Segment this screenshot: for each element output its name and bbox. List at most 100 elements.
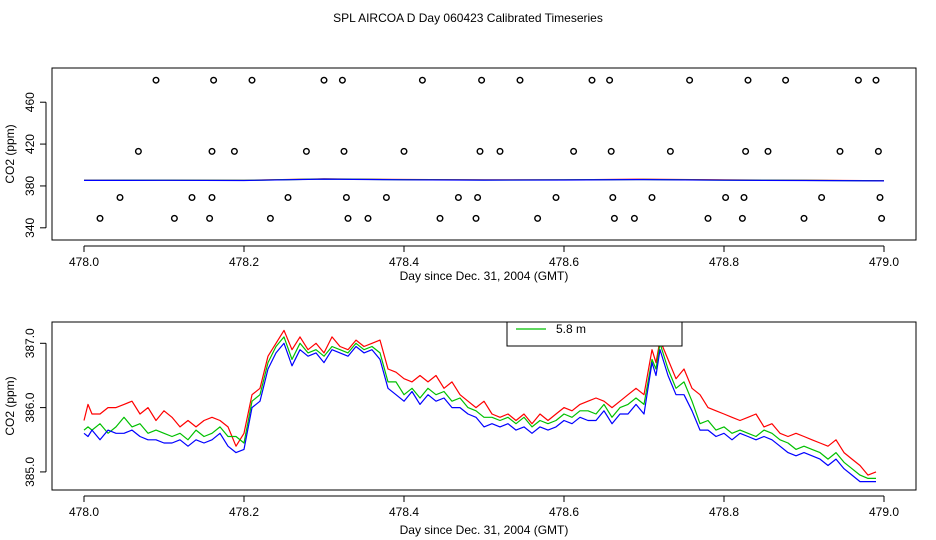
scatter-point	[230, 147, 238, 155]
scatter-point	[266, 214, 274, 222]
scatter-point	[478, 76, 486, 84]
scatter-point	[818, 193, 826, 201]
scatter-point	[878, 214, 886, 222]
scatter-point	[208, 147, 216, 155]
scatter-point	[472, 214, 480, 222]
scatter-point	[454, 193, 462, 201]
top-x-tick-label: 478.4	[389, 255, 419, 269]
bottom-x-axis-label: Day since Dec. 31, 2004 (GMT)	[400, 523, 569, 537]
bottom-y-tick-label: 387.0	[23, 328, 37, 358]
scatter-point	[302, 147, 310, 155]
scatter-point	[344, 214, 352, 222]
scatter-point	[340, 147, 348, 155]
top-x-tick-label: 478.2	[229, 255, 259, 269]
bottom-y-tick-label: 386.0	[23, 392, 37, 422]
bottom-series-red-line	[83, 329, 877, 476]
scatter-point	[607, 147, 615, 155]
legend-label: 5.8 m	[556, 322, 586, 336]
scatter-point	[722, 193, 730, 201]
top-y-tick-label: 340	[23, 217, 37, 237]
bottom-x-axis: 478.0 478.2 478.4 478.6 478.8 479.0	[69, 495, 899, 519]
bottom-plot-frame	[51, 321, 917, 491]
bottom-series-green-line	[83, 336, 876, 479]
scatter-point	[854, 76, 862, 84]
bottom-series-lines	[83, 329, 877, 483]
scatter-point	[836, 147, 844, 155]
scatter-point	[476, 147, 484, 155]
scatter-point	[248, 76, 256, 84]
scatter-point	[474, 193, 482, 201]
top-x-tick-label: 479.0	[869, 255, 899, 269]
top-series-blue-line	[83, 178, 885, 182]
scatter-point	[552, 193, 560, 201]
scatter-point	[210, 76, 218, 84]
scatter-point	[116, 193, 124, 201]
scatter-point	[134, 147, 142, 155]
top-scatter-points	[96, 76, 886, 222]
top-plot-frame	[51, 67, 917, 241]
scatter-point	[742, 147, 750, 155]
bottom-x-tick-label: 478.8	[709, 505, 739, 519]
top-x-tick-label: 478.0	[69, 255, 99, 269]
scatter-point	[738, 214, 746, 222]
top-y-axis-label: CO2 (ppm)	[3, 124, 17, 183]
scatter-point	[436, 214, 444, 222]
scatter-point	[400, 147, 408, 155]
bottom-y-tick-label: 385.0	[23, 457, 37, 487]
scatter-point	[588, 76, 596, 84]
scatter-point	[570, 147, 578, 155]
legend: 5.8 m	[506, 321, 683, 347]
top-y-tick-label: 460	[23, 92, 37, 112]
scatter-point	[418, 76, 426, 84]
scatter-point	[648, 193, 656, 201]
scatter-point	[744, 76, 752, 84]
scatter-point	[610, 214, 618, 222]
scatter-point	[320, 76, 328, 84]
top-y-axis: 340 380 420 460	[23, 92, 47, 238]
top-series-lines	[83, 178, 885, 182]
bottom-x-tick-label: 479.0	[869, 505, 899, 519]
scatter-point	[764, 147, 772, 155]
scatter-point	[152, 76, 160, 84]
scatter-point	[740, 193, 748, 201]
bottom-x-tick-label: 478.4	[389, 505, 419, 519]
bottom-x-tick-label: 478.0	[69, 505, 99, 519]
scatter-point	[188, 193, 196, 201]
scatter-point	[342, 193, 350, 201]
scatter-point	[704, 214, 712, 222]
scatter-point	[666, 147, 674, 155]
scatter-point	[496, 147, 504, 155]
scatter-point	[206, 214, 214, 222]
bottom-y-axis: 385.0 386.0 387.0	[23, 328, 47, 487]
scatter-point	[284, 193, 292, 201]
scatter-point	[382, 193, 390, 201]
scatter-point	[872, 76, 880, 84]
top-x-axis-label: Day since Dec. 31, 2004 (GMT)	[400, 269, 569, 283]
bottom-y-axis-label: CO2 (ppm)	[3, 376, 17, 435]
top-y-tick-label: 380	[23, 176, 37, 196]
top-y-tick-label: 420	[23, 134, 37, 154]
figure-title: SPL AIRCOA D Day 060423 Calibrated Times…	[333, 11, 603, 25]
bottom-x-tick-label: 478.2	[229, 505, 259, 519]
scatter-point	[208, 193, 216, 201]
scatter-point	[686, 76, 694, 84]
scatter-point	[800, 214, 808, 222]
top-x-axis: 478.0 478.2 478.4 478.6 478.8 479.0	[69, 245, 899, 269]
scatter-point	[606, 76, 614, 84]
top-x-tick-label: 478.8	[709, 255, 739, 269]
scatter-point	[96, 214, 104, 222]
bottom-series-blue-line	[83, 342, 876, 483]
scatter-point	[170, 214, 178, 222]
bottom-x-tick-label: 478.6	[549, 505, 579, 519]
scatter-point	[876, 193, 884, 201]
scatter-point	[364, 214, 372, 222]
scatter-point	[516, 76, 524, 84]
scatter-point	[338, 76, 346, 84]
top-x-tick-label: 478.6	[549, 255, 579, 269]
scatter-point	[609, 193, 617, 201]
scatter-point	[782, 76, 790, 84]
scatter-point	[630, 214, 638, 222]
